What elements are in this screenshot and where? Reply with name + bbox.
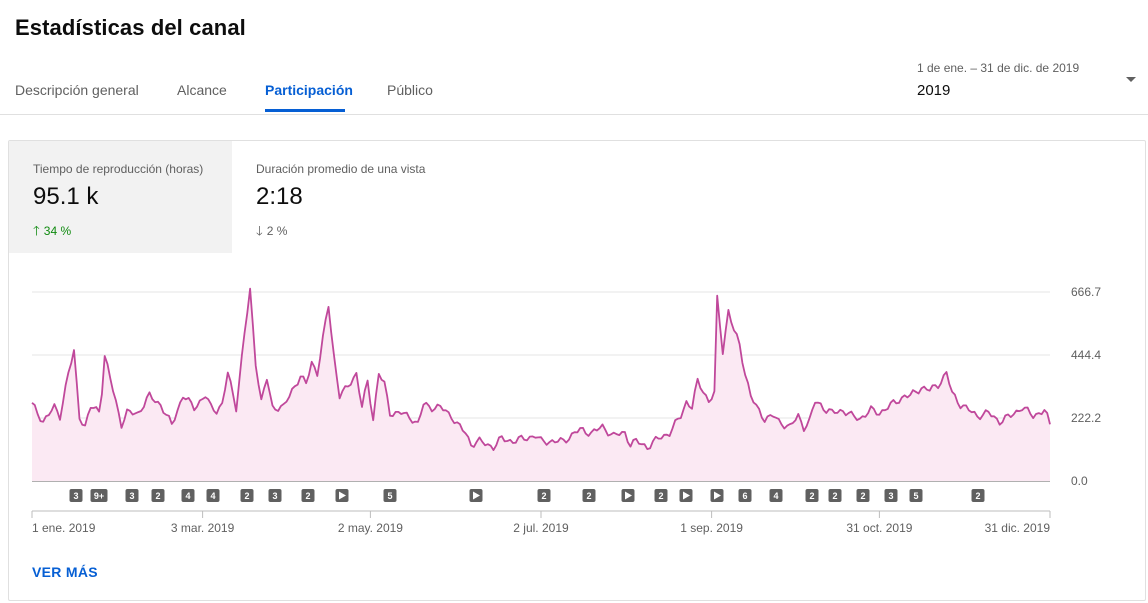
event-marker-label: 2 — [832, 491, 837, 501]
event-marker — [206, 489, 220, 502]
event-marker — [268, 489, 282, 502]
event-marker — [151, 489, 165, 502]
date-range-label: 1 de ene. – 31 de dic. de 2019 — [917, 61, 1080, 75]
tab-engagement[interactable]: Participación — [265, 82, 353, 98]
event-marker — [537, 489, 551, 502]
x-tick-label: 1 sep. 2019 — [680, 521, 743, 535]
y-tick-label: 444.4 — [1071, 348, 1101, 362]
metric-change-value: 34 % — [43, 224, 72, 238]
event-marker — [654, 489, 668, 502]
tab-reach[interactable]: Alcance — [177, 82, 227, 98]
event-marker-label: 5 — [387, 491, 392, 501]
event-marker — [971, 489, 985, 502]
event-marker — [90, 489, 108, 502]
header-divider — [0, 114, 1148, 115]
metric-value: 95.1 k — [33, 183, 99, 210]
metric-watch-time[interactable]: Tiempo de reproducción (horas) 95.1 k 🡑 3… — [9, 141, 232, 253]
event-marker-label: 2 — [975, 491, 980, 501]
event-marker — [828, 489, 842, 502]
x-tick-label: 2 may. 2019 — [338, 521, 403, 535]
play-icon — [473, 491, 480, 500]
y-tick-label: 0.0 — [1071, 474, 1088, 488]
arrow-down-icon: 🡓 — [256, 223, 263, 238]
event-marker — [738, 489, 752, 502]
event-marker-label: 4 — [210, 491, 215, 501]
series-area — [32, 288, 1050, 481]
metric-label: Tiempo de reproducción (horas) — [33, 162, 204, 176]
event-marker — [884, 489, 898, 502]
x-tick-label: 2 jul. 2019 — [513, 521, 569, 535]
chevron-down-icon[interactable] — [1126, 77, 1136, 82]
event-marker-label: 5 — [913, 491, 918, 501]
event-marker — [181, 489, 195, 502]
event-marker — [125, 489, 139, 502]
event-marker-label: 2 — [809, 491, 814, 501]
event-marker-label: 4 — [185, 491, 190, 501]
see-more-link[interactable]: VER MÁS — [32, 564, 98, 580]
event-marker — [769, 489, 783, 502]
event-marker-label: 3 — [73, 491, 78, 501]
event-marker-label: 2 — [658, 491, 663, 501]
event-marker — [69, 489, 83, 502]
event-marker-label: 2 — [305, 491, 310, 501]
series-line — [31, 287, 1051, 451]
metrics-card: Tiempo de reproducción (horas) 95.1 k 🡑 3… — [8, 140, 1146, 601]
date-range-picker[interactable]: 1 de ene. – 31 de dic. de 2019 2019 — [917, 58, 1148, 104]
event-marker-label: 2 — [155, 491, 160, 501]
event-marker — [909, 489, 923, 502]
event-marker — [582, 489, 596, 502]
event-marker-label: 4 — [773, 491, 778, 501]
x-tick-label: 1 ene. 2019 — [32, 521, 96, 535]
x-tick-label: 31 dic. 2019 — [985, 521, 1051, 535]
event-marker-label: 6 — [742, 491, 747, 501]
event-marker — [301, 489, 315, 502]
metric-change-value: 2 % — [266, 224, 288, 238]
event-marker-label: 2 — [244, 491, 249, 501]
date-range-value: 2019 — [917, 82, 951, 99]
play-icon — [714, 491, 721, 500]
event-marker — [856, 489, 870, 502]
x-tick-label: 31 oct. 2019 — [846, 521, 912, 535]
metric-value: 2:18 — [256, 183, 303, 210]
y-tick-label: 222.2 — [1071, 411, 1101, 425]
tab-audience[interactable]: Público — [387, 82, 433, 98]
play-icon — [683, 491, 690, 500]
metric-change: 🡓 2 % — [256, 222, 287, 244]
metric-label: Duración promedio de una vista — [256, 162, 426, 176]
event-marker-label: 9+ — [94, 491, 104, 501]
y-tick-label: 666.7 — [1071, 285, 1101, 299]
event-marker-label: 3 — [272, 491, 277, 501]
event-marker-label: 2 — [860, 491, 865, 501]
event-marker — [383, 489, 397, 502]
page-title: Estadísticas del canal — [15, 15, 246, 40]
metric-average-view-duration[interactable]: Duración promedio de una vista 2:18 🡓 2 % — [232, 141, 452, 253]
active-tab-indicator — [265, 109, 345, 112]
event-marker-label: 3 — [129, 491, 134, 501]
tab-overview[interactable]: Descripción general — [15, 82, 139, 98]
event-marker-label: 2 — [541, 491, 546, 501]
metric-change: 🡑 34 % — [33, 222, 71, 244]
play-icon — [339, 491, 346, 500]
arrow-up-icon: 🡑 — [33, 223, 40, 238]
event-marker-label: 2 — [586, 491, 591, 501]
x-tick-label: 3 mar. 2019 — [171, 521, 235, 535]
event-marker — [240, 489, 254, 502]
play-icon — [625, 491, 632, 500]
event-marker — [805, 489, 819, 502]
event-marker-label: 3 — [888, 491, 893, 501]
